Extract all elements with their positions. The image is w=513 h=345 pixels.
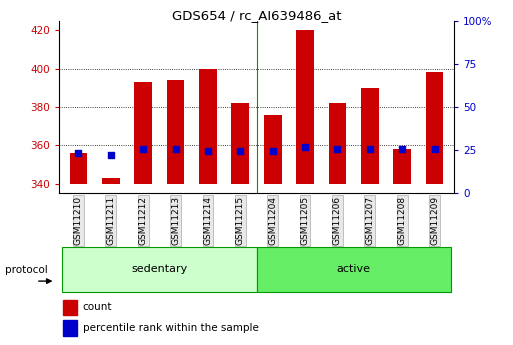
Point [398, 146, 406, 152]
Point [171, 146, 180, 152]
Point [107, 152, 115, 158]
Point [333, 146, 342, 152]
Text: active: active [337, 264, 370, 274]
Point [139, 146, 147, 152]
Bar [361, 88, 379, 184]
Bar [63, 299, 77, 315]
Point [430, 146, 439, 152]
Bar [102, 178, 120, 184]
Bar [264, 115, 282, 184]
Bar [167, 80, 185, 184]
Text: GSM11213: GSM11213 [171, 196, 180, 245]
Text: percentile rank within the sample: percentile rank within the sample [83, 323, 259, 333]
Text: GSM11210: GSM11210 [74, 196, 83, 245]
Bar [62, 247, 256, 292]
Bar [63, 320, 77, 336]
Text: GSM11204: GSM11204 [268, 196, 277, 245]
Bar [328, 103, 346, 184]
Text: GSM11207: GSM11207 [365, 196, 374, 245]
Point [236, 148, 244, 154]
Text: sedentary: sedentary [131, 264, 187, 274]
Bar [296, 30, 314, 184]
Point [269, 148, 277, 154]
Text: GSM11214: GSM11214 [204, 196, 212, 245]
Point [204, 148, 212, 154]
Bar [199, 69, 217, 184]
Bar [134, 82, 152, 184]
Bar [426, 72, 443, 184]
Text: GSM11206: GSM11206 [333, 196, 342, 245]
Bar [70, 153, 87, 184]
Point [74, 150, 83, 156]
Bar [256, 247, 451, 292]
Text: GSM11209: GSM11209 [430, 196, 439, 245]
Bar [393, 149, 411, 184]
Text: count: count [83, 303, 112, 313]
Point [366, 146, 374, 152]
Text: GSM11215: GSM11215 [236, 196, 245, 245]
Text: GSM11205: GSM11205 [301, 196, 309, 245]
Text: GSM11212: GSM11212 [139, 196, 148, 245]
Text: GSM11211: GSM11211 [106, 196, 115, 245]
Bar [231, 103, 249, 184]
Text: GSM11208: GSM11208 [398, 196, 407, 245]
Text: GDS654 / rc_AI639486_at: GDS654 / rc_AI639486_at [172, 9, 341, 22]
Point [301, 145, 309, 150]
Text: protocol: protocol [5, 265, 48, 275]
